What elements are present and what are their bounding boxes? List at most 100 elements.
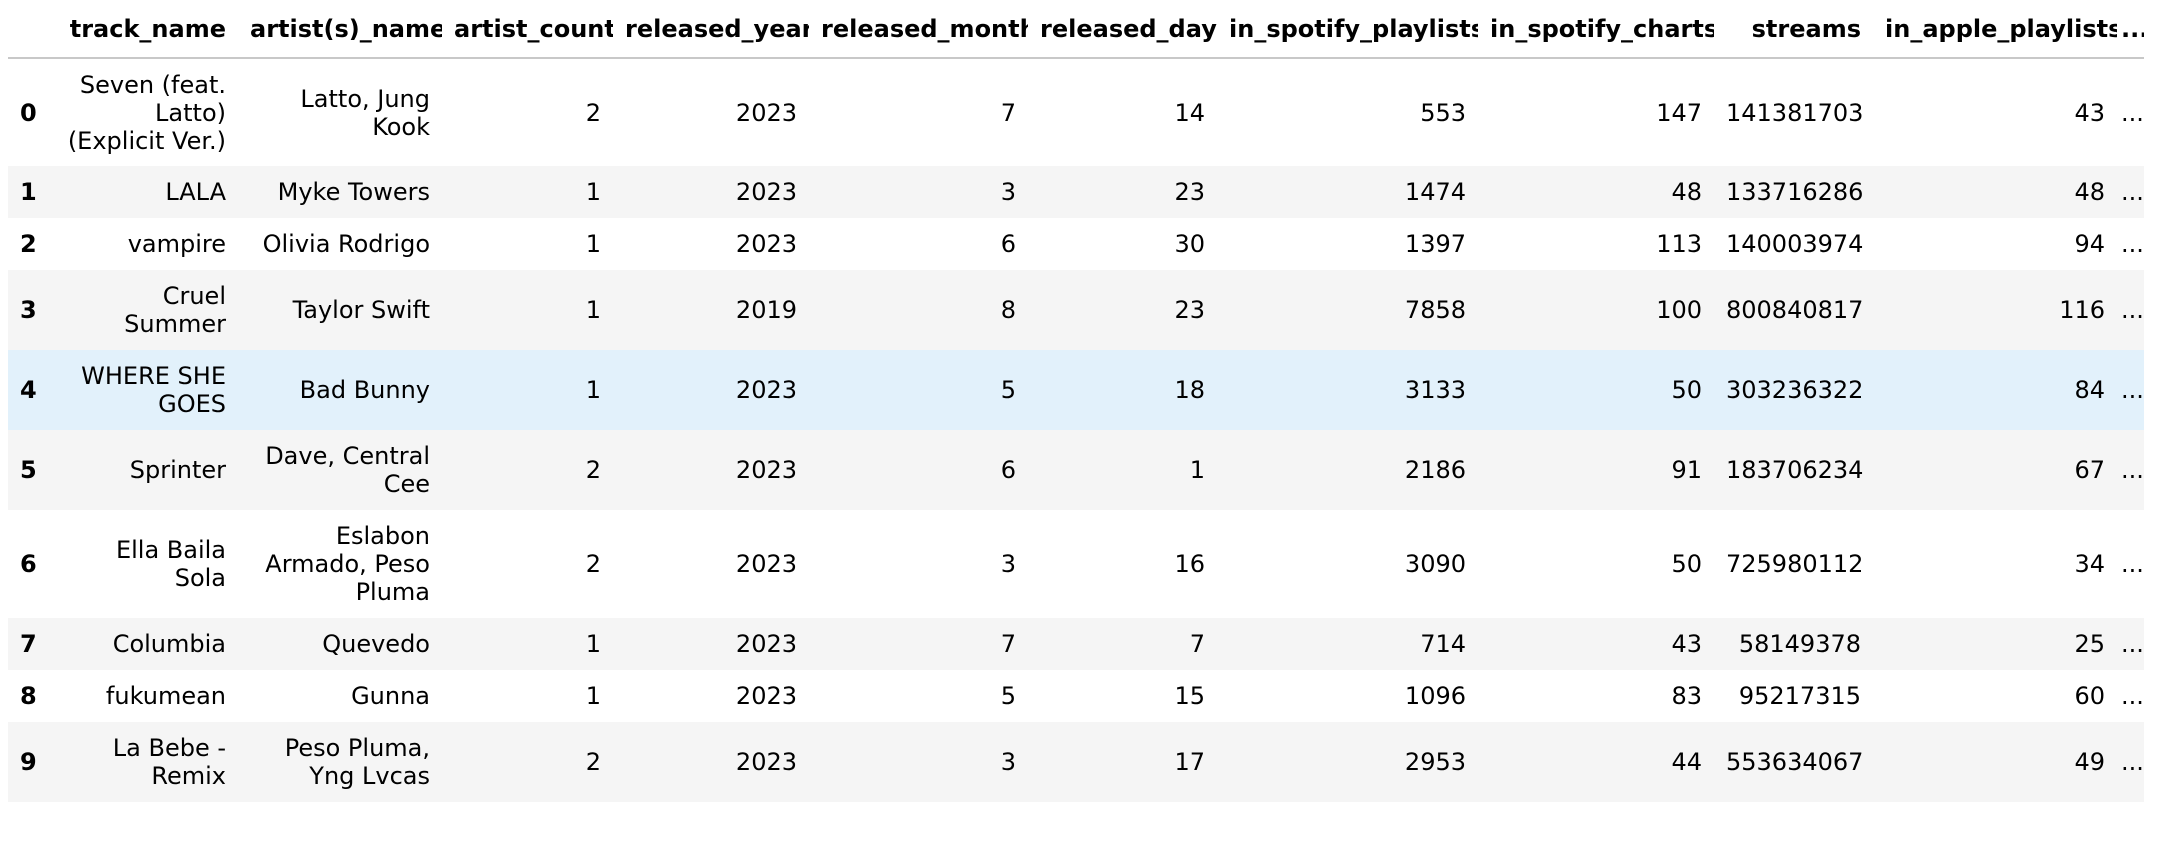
released-month-cell: 3 [1000, 550, 1016, 578]
column-header-streams: streams [1714, 0, 1873, 59]
in-spotify-playlists-cell: 1474 [1404, 178, 1466, 206]
released-day-cell: 23 [1174, 178, 1205, 206]
track-name-cell: Seven (feat. Latto) (Explicit Ver.) [67, 70, 226, 155]
in-apple-playlists-cell: 67 [2074, 456, 2105, 484]
in-apple-playlists-cell: 25 [2074, 630, 2105, 658]
artist-count-cell: 1 [585, 296, 601, 324]
row-index: 8 [20, 682, 37, 710]
in-spotify-charts-cell: 113 [1656, 230, 1702, 258]
in-apple-playlists-cell: 49 [2074, 748, 2105, 776]
in-spotify-playlists-cell: 714 [1420, 630, 1466, 658]
released-month-cell: 6 [1000, 456, 1016, 484]
released-month-cell: 5 [1000, 376, 1016, 404]
released-year-cell: 2023 [735, 376, 797, 404]
ellipsis-cell: ... [2121, 98, 2144, 127]
artists-name-cell: Myke Towers [277, 178, 430, 206]
streams-cell: 133716286 [1726, 178, 1864, 206]
released-year-cell: 2023 [735, 630, 797, 658]
table-row: 8 fukumean Gunna 1 2023 5 15 1096 83 95217315 60..… [8, 670, 2144, 722]
artist-count-cell: 1 [585, 682, 601, 710]
in-spotify-charts-cell: 100 [1656, 296, 1702, 324]
ellipsis-cell: ... [2121, 230, 2144, 258]
released-year-cell: 2023 [735, 98, 797, 127]
released-month-cell: 5 [1000, 682, 1016, 710]
artists-name-cell: Gunna [351, 682, 430, 710]
track-name-cell: Columbia [112, 630, 226, 658]
header-row: track_name artist(s)_name artist_count r… [8, 0, 2144, 59]
streams-cell: 725980112 [1726, 550, 1864, 578]
released-month-cell: 7 [1000, 98, 1016, 127]
row-index: 2 [20, 230, 37, 258]
streams-cell: 553634067 [1726, 748, 1864, 776]
in-apple-playlists-cell: 84 [2074, 376, 2105, 404]
released-month-cell: 7 [1000, 630, 1016, 658]
artists-name-cell: Bad Bunny [299, 376, 430, 404]
released-month-cell: 3 [1000, 178, 1016, 206]
track-name-cell: WHERE SHE GOES [81, 362, 226, 418]
released-day-cell: 1 [1189, 456, 1205, 484]
in-spotify-charts-cell: 43 [1671, 630, 1702, 658]
table-row: 6 Ella Baila Sola Eslabon Armado, Peso Plu… [8, 510, 2144, 618]
artist-count-cell: 1 [585, 178, 601, 206]
released-day-cell: 15 [1174, 682, 1205, 710]
streams-cell: 95217315 [1738, 682, 1861, 710]
row-index: 1 [20, 178, 37, 206]
artists-name-cell: Taylor Swift [292, 296, 430, 324]
artist-count-cell: 1 [585, 376, 601, 404]
artist-count-cell: 2 [585, 98, 601, 127]
released-year-cell: 2023 [735, 682, 797, 710]
row-index: 9 [20, 748, 37, 776]
artist-count-cell: 2 [585, 550, 601, 578]
table-row: 2 vampire Olivia Rodrigo 1 2023 6 30 1397 113 140… [8, 218, 2144, 270]
released-day-cell: 16 [1174, 550, 1205, 578]
table-row: 3 Cruel Summer Taylor Swift 1 2019 8 23 7858 100… [8, 270, 2144, 350]
artists-name-cell: Latto, Jung Kook [300, 84, 430, 141]
row-index: 5 [20, 456, 37, 484]
in-spotify-playlists-cell: 1397 [1404, 230, 1466, 258]
released-year-cell: 2023 [735, 230, 797, 258]
in-spotify-playlists-cell: 7858 [1404, 296, 1466, 324]
table-row: 7 Columbia Quevedo 1 2023 7 7 714 43 58149378 25..… [8, 618, 2144, 670]
released-year-cell: 2023 [735, 748, 797, 776]
column-header-ellipsis: ... [2117, 0, 2144, 59]
released-year-cell: 2019 [735, 296, 797, 324]
table-row: 1 LALA Myke Towers 1 2023 3 23 1474 48 133716286 4… [8, 166, 2144, 218]
streams-cell: 140003974 [1726, 230, 1864, 258]
in-apple-playlists-cell: 94 [2074, 230, 2105, 258]
ellipsis-cell: ... [2121, 296, 2144, 324]
in-spotify-charts-cell: 44 [1671, 748, 1702, 776]
released-year-cell: 2023 [735, 456, 797, 484]
in-spotify-playlists-cell: 1096 [1404, 682, 1466, 710]
ellipsis-cell: ... [2121, 178, 2144, 206]
streams-cell: 183706234 [1726, 456, 1864, 484]
index-header [8, 0, 48, 59]
artists-name-cell: Quevedo [322, 630, 430, 658]
column-header-released-year: released_year [613, 0, 809, 59]
in-apple-playlists-cell: 43 [2074, 98, 2105, 127]
track-name-cell: Ella Baila Sola [115, 536, 226, 592]
column-header-artist-count: artist_count [442, 0, 613, 59]
in-spotify-playlists-cell: 3090 [1404, 550, 1466, 578]
streams-cell: 58149378 [1738, 630, 1861, 658]
track-name-cell: Cruel Summer [124, 282, 226, 338]
row-index: 0 [20, 98, 37, 127]
in-spotify-charts-cell: 147 [1656, 98, 1702, 127]
in-apple-playlists-cell: 34 [2074, 550, 2105, 578]
column-header-track-name: track_name [48, 0, 238, 59]
column-header-released-day: released_day [1028, 0, 1217, 59]
streams-cell: 141381703 [1726, 98, 1864, 127]
released-year-cell: 2023 [735, 550, 797, 578]
released-day-cell: 18 [1174, 376, 1205, 404]
in-apple-playlists-cell: 48 [2074, 178, 2105, 206]
artists-name-cell: Dave, Central Cee [265, 442, 430, 498]
row-index: 3 [20, 296, 37, 324]
streams-cell: 303236322 [1726, 376, 1864, 404]
artist-count-cell: 1 [585, 230, 601, 258]
in-spotify-playlists-cell: 2953 [1404, 748, 1466, 776]
artists-name-cell: Peso Pluma, Yng Lvcas [284, 734, 430, 790]
in-spotify-playlists-cell: 2186 [1404, 456, 1466, 484]
in-spotify-charts-cell: 50 [1671, 550, 1702, 578]
in-spotify-playlists-cell: 3133 [1404, 376, 1466, 404]
ellipsis-cell: ... [2121, 748, 2144, 776]
released-year-cell: 2023 [735, 178, 797, 206]
